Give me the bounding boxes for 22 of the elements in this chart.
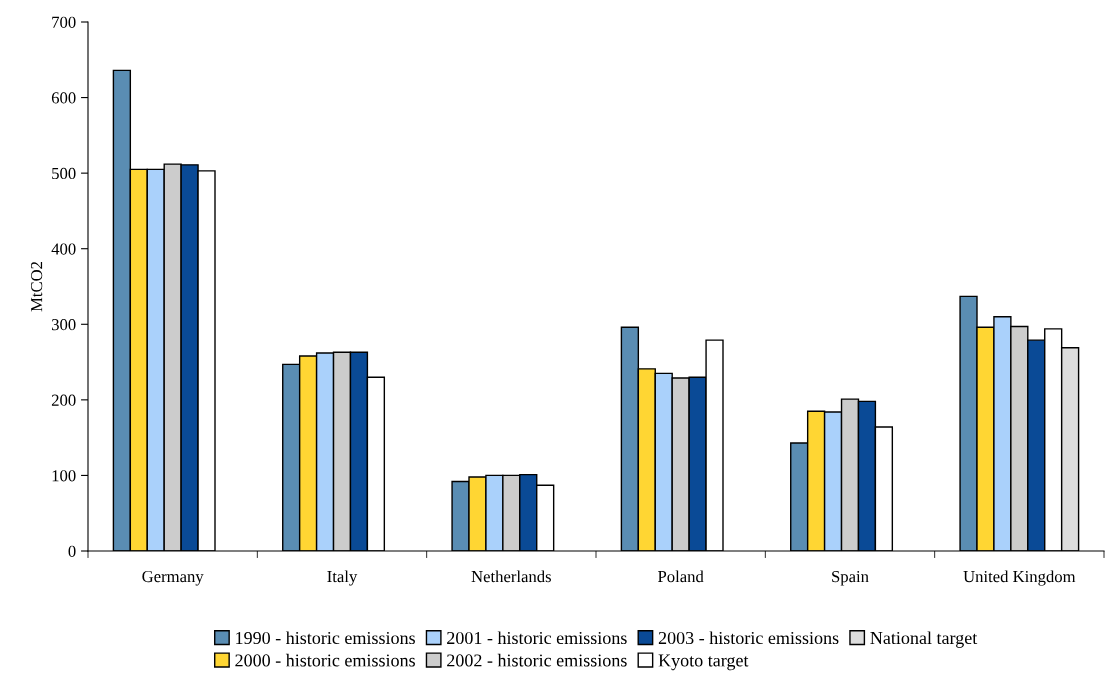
legend-label: 2002 - historic emissions — [447, 653, 627, 667]
y-tick-label: 0 — [68, 545, 76, 557]
x-tick-label: Netherlands — [471, 570, 551, 583]
x-tick-label: Spain — [832, 570, 869, 586]
y-tick-label: 400 — [51, 243, 76, 255]
y-axis-title: MtCO2 — [31, 261, 43, 312]
x-tick-label: Poland — [658, 570, 704, 583]
y-tick-label: 200 — [51, 394, 76, 406]
x-tick-label: United Kingdom — [963, 570, 1076, 586]
legend-label: National target — [870, 631, 978, 648]
x-tick-label: Italy — [327, 570, 358, 586]
x-tick-label: Germany — [142, 570, 204, 586]
y-tick-label: 600 — [51, 92, 76, 104]
y-tick-label: 700 — [52, 16, 76, 28]
legend-label: 2000 - historic emissions — [235, 653, 415, 667]
y-tick-label: 300 — [51, 318, 76, 331]
legend-label: 1990 - historic emissions — [236, 631, 415, 645]
legend-label: 2003 - historic emissions — [658, 631, 839, 645]
legend-label: 2001 - historic emissions — [447, 631, 627, 645]
legend-label: Kyoto target — [658, 654, 749, 671]
y-tick-label: 100 — [52, 470, 76, 482]
y-tick-label: 500 — [52, 167, 76, 180]
